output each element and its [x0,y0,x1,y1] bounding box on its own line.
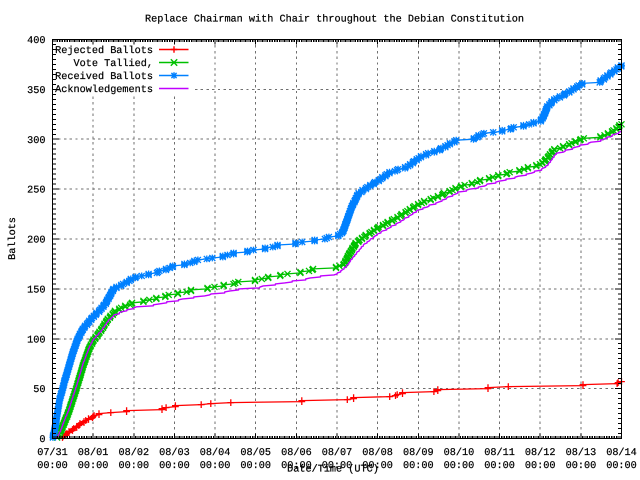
svg-text:08/11: 08/11 [484,447,515,459]
svg-text:00:00: 00:00 [119,461,150,472]
svg-text:00:00: 00:00 [566,461,597,472]
svg-text:300: 300 [27,136,45,147]
svg-text:Received Ballots: Received Ballots [55,71,153,83]
svg-text:150: 150 [27,286,45,297]
svg-text:50: 50 [33,385,45,396]
svg-text:00:00: 00:00 [362,461,393,472]
svg-text:Acknowledgements: Acknowledgements [55,84,153,96]
svg-text:200: 200 [27,236,45,247]
svg-text:00:00: 00:00 [240,461,271,472]
svg-text:08/09: 08/09 [403,447,434,459]
svg-text:00:00: 00:00 [322,461,353,472]
svg-text:07/31: 07/31 [37,447,68,459]
svg-text:00:00: 00:00 [281,461,312,472]
svg-text:08/05: 08/05 [240,447,271,459]
svg-text:00:00: 00:00 [159,461,190,472]
svg-text:0: 0 [39,435,45,446]
svg-text:250: 250 [27,186,45,197]
svg-text:00:00: 00:00 [525,461,556,472]
svg-text:100: 100 [27,335,45,346]
svg-text:00:00: 00:00 [200,461,231,472]
svg-text:08/07: 08/07 [322,447,353,459]
svg-text:00:00: 00:00 [78,461,109,472]
svg-text:00:00: 00:00 [606,461,637,472]
svg-text:00:00: 00:00 [403,461,434,472]
svg-text:08/10: 08/10 [444,447,475,459]
svg-text:08/01: 08/01 [78,447,109,459]
svg-text:00:00: 00:00 [444,461,475,472]
svg-text:Date/Time (UTC): Date/Time (UTC) [287,464,379,476]
svg-text:00:00: 00:00 [484,461,515,472]
svg-text:400: 400 [27,36,45,47]
svg-text:350: 350 [27,86,45,97]
svg-text:08/04: 08/04 [200,447,231,459]
svg-text:08/06: 08/06 [281,447,312,459]
svg-text:08/02: 08/02 [119,447,150,459]
svg-text:Ballots: Ballots [7,217,19,260]
svg-text:08/12: 08/12 [525,447,556,459]
svg-text:08/08: 08/08 [362,447,393,459]
svg-text:00:00: 00:00 [37,461,68,472]
svg-text:Rejected Ballots: Rejected Ballots [55,45,153,57]
svg-text:08/13: 08/13 [566,447,597,459]
svg-text:08/03: 08/03 [159,447,190,459]
svg-text:Vote Tallied,: Vote Tallied, [74,58,153,70]
svg-text:Replace Chairman with Chair th: Replace Chairman with Chair throughout t… [145,14,524,26]
svg-text:08/14: 08/14 [606,447,637,459]
